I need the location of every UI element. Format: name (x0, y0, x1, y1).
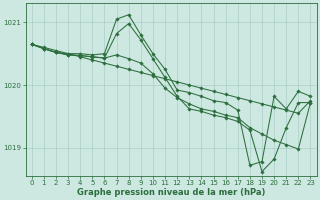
X-axis label: Graphe pression niveau de la mer (hPa): Graphe pression niveau de la mer (hPa) (77, 188, 265, 197)
